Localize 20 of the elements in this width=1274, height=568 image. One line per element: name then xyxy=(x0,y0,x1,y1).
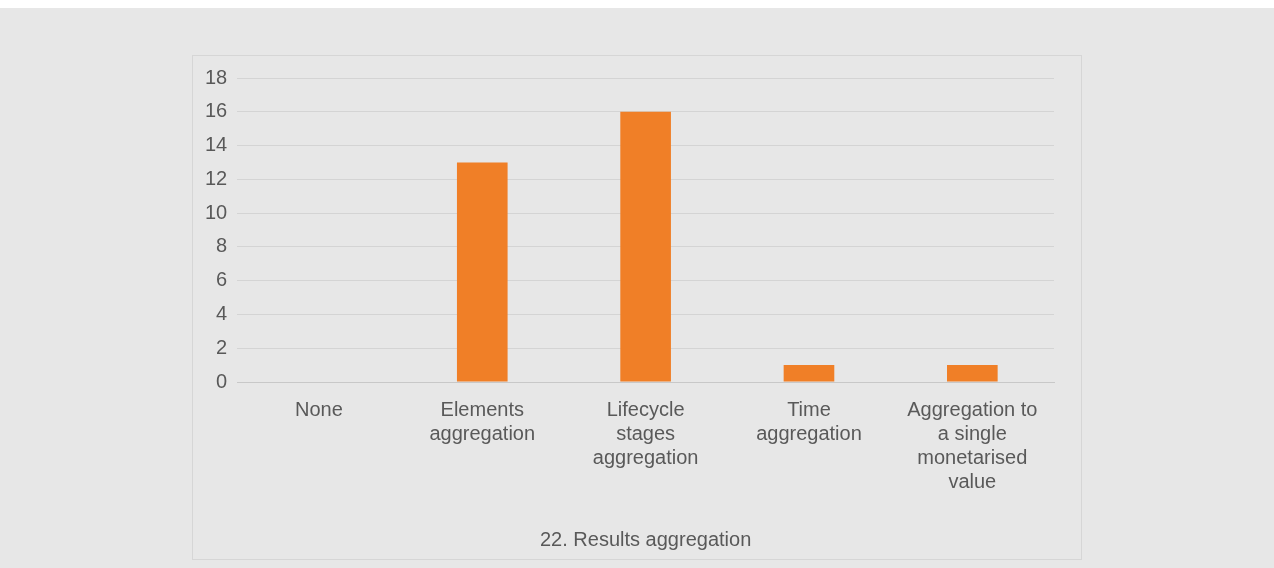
y-tick-label: 6 xyxy=(216,268,228,291)
bar xyxy=(947,365,998,382)
bar xyxy=(783,365,835,382)
y-tick-label: 4 xyxy=(216,301,228,324)
bar xyxy=(620,111,671,382)
y-tick-label: 0 xyxy=(216,369,228,392)
bar xyxy=(456,162,508,382)
y-tick-label: 2 xyxy=(216,335,228,358)
x-tick-label: Aggregation to a single monetarised value xyxy=(907,397,1038,492)
x-tick-label: Lifecycle stages aggregation xyxy=(592,397,699,468)
y-tick-label: 10 xyxy=(205,200,228,223)
y-tick-label: 14 xyxy=(205,133,228,156)
y-tick-label: 12 xyxy=(205,166,228,189)
x-axis-title: 22. Results aggregation xyxy=(540,527,752,550)
y-tick-label: 8 xyxy=(216,234,228,257)
y-tick-label: 18 xyxy=(205,65,228,88)
x-tick-label: Elements aggregation xyxy=(429,397,536,444)
x-tick-label: None xyxy=(295,397,343,420)
y-tick-label: 16 xyxy=(205,99,228,122)
x-tick-label: Time aggregation xyxy=(756,397,862,444)
